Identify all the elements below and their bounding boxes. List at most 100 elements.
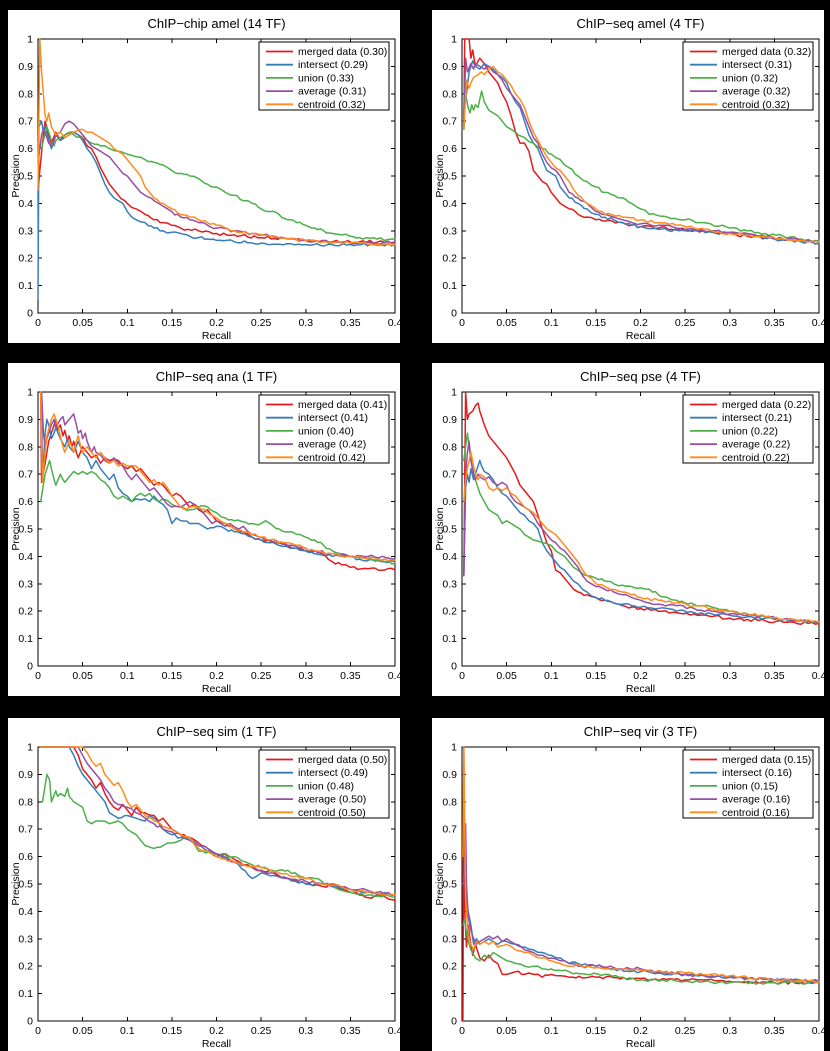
y-tick-label: 0.5 (18, 879, 33, 891)
x-tick-label: 0.2 (209, 670, 224, 682)
x-axis-label: Recall (626, 1038, 655, 1050)
pr-curve-plot: 0 0.05 0.1 0.15 0.2 0.25 0.3 0.35 0.4 0 0.1 0.2 0.3 0… (434, 16, 824, 342)
panel-chip-chip-amel: 0 0.05 0.1 0.15 0.2 0.25 0.3 0.35 0.4 0 0.1 0.2 0.3 0… (8, 10, 400, 343)
x-tick-label: 0 (35, 670, 41, 682)
pr-curve-plot: 0 0.05 0.1 0.15 0.2 0.25 0.3 0.35 0.4 0 0.1 0.2 0.3 0… (10, 16, 400, 342)
series-line-centroid (37, 38, 396, 247)
x-tick-label: 0.3 (722, 1025, 737, 1037)
x-axis-label: Recall (626, 683, 655, 695)
y-tick-label: 0.6 (442, 851, 457, 863)
x-tick-label: 0.35 (764, 317, 785, 329)
y-axis-label: Precision (10, 154, 22, 197)
x-tick-label: 0.4 (812, 1025, 824, 1037)
legend-label: intersect (0.41) (298, 412, 368, 424)
y-tick-label: 0.3 (18, 578, 33, 590)
y-tick-label: 0.2 (18, 253, 33, 265)
legend-label: centroid (0.32) (298, 99, 366, 111)
series-line-union (462, 918, 820, 985)
y-tick-label: 0.9 (18, 769, 33, 781)
legend-box (258, 749, 390, 819)
y-tick-label: 0.3 (18, 933, 33, 945)
x-tick-label: 0 (459, 1025, 465, 1037)
series-line-intersect (37, 120, 396, 301)
x-tick-label: 0.2 (209, 317, 224, 329)
y-axis-label: Precision (434, 507, 446, 550)
legend-label: centroid (0.22) (722, 452, 790, 464)
x-tick-label: 0.25 (251, 1025, 272, 1037)
pr-curve-plot: 0 0.05 0.1 0.15 0.2 0.25 0.3 0.35 0.4 0 0.1 0.2 0.3 0… (434, 724, 824, 1050)
y-tick-label: 0.9 (442, 414, 457, 426)
legend-label: average (0.22) (722, 439, 790, 451)
y-tick-label: 1 (27, 387, 33, 399)
legend-label: centroid (0.42) (298, 452, 366, 464)
x-tick-label: 0.35 (340, 317, 361, 329)
x-tick-label: 0.1 (544, 670, 559, 682)
legend-label: centroid (0.50) (298, 807, 366, 819)
x-tick-label: 0.05 (496, 1025, 517, 1037)
y-tick-label: 0.2 (18, 961, 33, 973)
legend-box (682, 41, 814, 111)
series-line-centroid (462, 746, 820, 984)
x-tick-label: 0.05 (72, 670, 93, 682)
legend: merged data (0.41)intersect (0.41)union … (258, 394, 390, 464)
x-tick-label: 0.25 (675, 1025, 696, 1037)
y-tick-label: 0.7 (442, 469, 457, 481)
y-axis-label: Precision (10, 862, 22, 905)
y-tick-label: 0 (451, 661, 457, 673)
y-tick-label: 0.5 (18, 171, 33, 183)
x-tick-label: 0.15 (162, 1025, 183, 1037)
x-tick-label: 0.1 (120, 1025, 135, 1037)
y-tick-label: 0.6 (442, 143, 457, 155)
y-tick-label: 0.2 (442, 961, 457, 973)
chart-title: ChIP−seq sim (1 TF) (156, 724, 276, 739)
y-tick-label: 0.3 (18, 225, 33, 237)
chart-title: ChIP−seq ana (1 TF) (156, 369, 278, 384)
y-tick-label: 0 (27, 661, 33, 673)
legend-label: intersect (0.29) (298, 59, 368, 71)
x-tick-label: 0.1 (544, 1025, 559, 1037)
x-tick-label: 0.35 (340, 670, 361, 682)
x-tick-label: 0.15 (162, 670, 183, 682)
x-tick-label: 0.3 (298, 317, 313, 329)
x-tick-label: 0 (35, 1025, 41, 1037)
x-tick-label: 0.35 (764, 670, 785, 682)
series-line-intersect (463, 459, 820, 624)
y-tick-label: 0.7 (442, 824, 457, 836)
y-tick-label: 0.9 (442, 61, 457, 73)
legend: merged data (0.50)intersect (0.49)union … (258, 749, 390, 819)
y-tick-label: 0.3 (442, 578, 457, 590)
x-tick-label: 0.1 (120, 317, 135, 329)
y-tick-label: 0.5 (18, 524, 33, 536)
legend-box (258, 394, 390, 464)
y-tick-label: 1 (451, 742, 457, 754)
x-tick-label: 0.4 (388, 317, 400, 329)
series-line-union (39, 459, 396, 565)
x-axis-label: Recall (202, 1038, 231, 1050)
pr-curve-plot: 0 0.05 0.1 0.15 0.2 0.25 0.3 0.35 0.4 0 0.1 0.2 0.3 0… (10, 369, 400, 695)
y-tick-label: 1 (27, 34, 33, 46)
x-tick-label: 0.4 (388, 1025, 400, 1037)
panel-chip-seq-sim: 0 0.05 0.1 0.15 0.2 0.25 0.3 0.35 0.4 0 0.1 0.2 0.3 0… (8, 718, 400, 1051)
legend-label: union (0.48) (298, 780, 354, 792)
y-axis-label: Precision (10, 507, 22, 550)
legend-box (682, 394, 814, 464)
x-tick-label: 0.2 (633, 317, 648, 329)
pr-curve-plot: 0 0.05 0.1 0.15 0.2 0.25 0.3 0.35 0.4 0 0.1 0.2 0.3 0… (434, 369, 824, 695)
y-tick-label: 0.3 (442, 933, 457, 945)
x-tick-label: 0.15 (162, 317, 183, 329)
y-tick-label: 0 (451, 308, 457, 320)
x-tick-label: 0.2 (633, 1025, 648, 1037)
chart-title: ChIP−seq vir (3 TF) (584, 724, 698, 739)
series-line-merged-data (463, 391, 820, 625)
y-tick-label: 1 (451, 34, 457, 46)
series-line-union (463, 79, 820, 242)
x-tick-label: 0.15 (586, 317, 607, 329)
y-tick-label: 0 (27, 308, 33, 320)
legend-label: average (0.32) (722, 86, 790, 98)
x-tick-label: 0.1 (544, 317, 559, 329)
x-tick-label: 0.25 (251, 670, 272, 682)
series-line-centroid (39, 391, 396, 562)
y-tick-label: 0.2 (442, 253, 457, 265)
x-tick-label: 0.05 (72, 317, 93, 329)
x-tick-label: 0 (459, 670, 465, 682)
